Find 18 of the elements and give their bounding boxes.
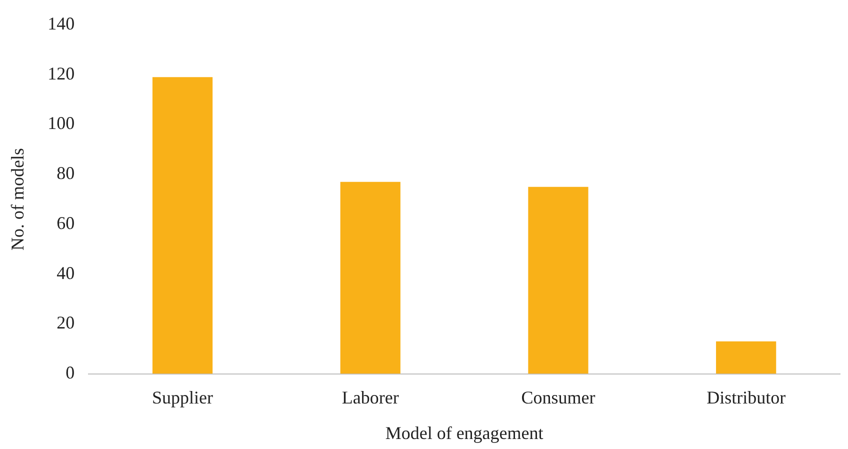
bar xyxy=(340,182,400,374)
y-tick-label: 80 xyxy=(56,163,75,184)
x-tick-label: Supplier xyxy=(152,387,214,408)
y-tick-label: 20 xyxy=(56,312,75,333)
bar xyxy=(716,341,776,374)
y-tick-label: 120 xyxy=(48,63,75,84)
y-tick-label: 0 xyxy=(66,362,75,383)
y-tick-label: 140 xyxy=(48,14,75,34)
bar xyxy=(528,186,588,374)
x-tick-label: Consumer xyxy=(521,387,596,408)
y-tick-label: 100 xyxy=(48,113,75,134)
bar xyxy=(152,77,213,374)
x-axis-title: Model of engagement xyxy=(385,422,544,443)
x-tick-label: Laborer xyxy=(342,387,399,408)
y-axis-title: No. of models xyxy=(8,148,28,251)
y-tick-label: 40 xyxy=(56,262,75,283)
x-tick-label: Distributor xyxy=(706,387,786,408)
y-tick-label: 60 xyxy=(56,212,75,233)
